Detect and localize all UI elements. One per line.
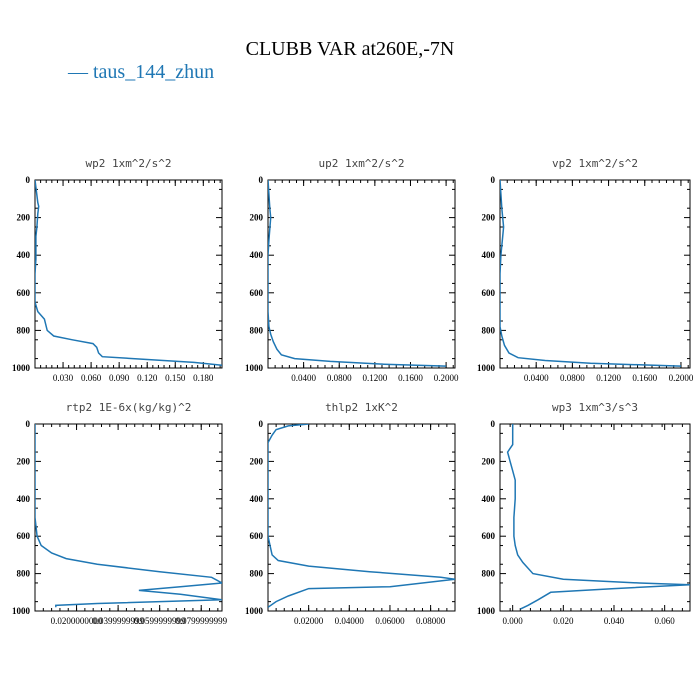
x-tick-label: 0.2000 [434,373,459,383]
x-tick-label: 0.030 [53,373,74,383]
panel-title: thlp2 1xK^2 [325,401,398,414]
y-tick-label: 400 [17,250,31,260]
y-tick-label: 200 [17,213,31,223]
y-tick-label: 800 [250,569,264,579]
y-tick-label: 400 [482,250,496,260]
x-tick-label: 0.1200 [596,373,621,383]
panel-4: rtp2 1E-6x(kg/kg)^2 0 200 400 600 800 1000 0.02… [12,401,228,626]
y-tick-label: 400 [250,250,264,260]
x-tick-label: 0.04000 [335,616,365,626]
y-tick-label: 600 [250,288,264,298]
series-line [500,180,682,367]
y-tick-label: 600 [17,531,31,541]
figure-title: CLUBB VAR at260E,-7N [246,38,455,60]
panel-1: wp2 1xm^2/s^2 0 200 400 600 800 1000 0.030 0.060… [12,157,223,383]
plot-frame [34,179,223,369]
y-tick-label: 1000 [245,363,264,373]
x-tick-label: 0.090 [109,373,130,383]
y-tick-label: 200 [250,456,264,466]
x-tick-label: 0.0400 [291,373,316,383]
x-tick-label: 0.02000 [294,616,324,626]
x-tick-label: 0.060 [81,373,102,383]
panel-3: vp2 1xm^2/s^2 0 200 400 600 800 1000 0.0400 0.08… [477,157,694,383]
series-line [506,424,690,610]
y-tick-label: 400 [482,494,496,504]
x-tick-label: 0.08000 [416,616,446,626]
y-tick-label: 800 [17,325,31,335]
y-tick-label: 800 [17,569,31,579]
y-tick-label: 600 [17,288,31,298]
series-line [268,180,447,367]
panel-6: wp3 1xm^3/s^3 0 200 400 600 800 1000 0.000 0.020… [477,401,691,626]
y-tick-label: 200 [482,456,496,466]
x-tick-label: 0.120 [137,373,158,383]
x-tick-label: 0.1600 [632,373,657,383]
panel-title: rtp2 1E-6x(kg/kg)^2 [66,401,192,414]
x-tick-label: 0.1600 [398,373,423,383]
y-tick-label: 800 [482,569,496,579]
plot-frame [499,423,691,612]
legend-entry-label: — taus_144_zhun [67,61,214,83]
y-tick-label: 600 [482,288,496,298]
panel-title: wp2 1xm^2/s^2 [85,157,171,170]
plot-frame [34,423,223,612]
y-tick-label: 0 [491,419,496,429]
y-tick-label: 0 [491,175,496,185]
legend: — taus_144_zhun [67,61,214,83]
y-tick-label: 1000 [245,606,264,616]
series-line [35,180,222,366]
panels: wp2 1xm^2/s^2 0 200 400 600 800 1000 0.030 0.060… [12,157,694,626]
plot-frame [267,179,456,369]
series-line [35,424,222,608]
y-tick-label: 0 [26,175,31,185]
panel-5: thlp2 1xK^2 0 200 400 600 800 1000 0.02000 0.040… [245,401,456,626]
y-tick-label: 1000 [477,363,496,373]
y-tick-label: 800 [482,325,496,335]
y-tick-label: 200 [250,213,264,223]
x-tick-label: 0.06000 [375,616,405,626]
x-tick-label: 0.0599999999 [134,616,186,626]
y-tick-label: 400 [250,494,264,504]
y-tick-label: 200 [482,213,496,223]
x-tick-label: 0.040 [604,616,625,626]
x-tick-label: 0.0799999999 [175,616,227,626]
y-tick-label: 600 [250,531,264,541]
x-tick-label: 0.0400 [524,373,549,383]
y-tick-label: 1000 [12,606,31,616]
y-tick-label: 0 [259,419,264,429]
panel-title: vp2 1xm^2/s^2 [552,157,638,170]
x-tick-label: 0.1200 [362,373,387,383]
x-tick-label: 0.0200000000 [51,616,103,626]
y-tick-label: 0 [259,175,264,185]
x-tick-label: 0.150 [165,373,186,383]
y-tick-label: 600 [482,531,496,541]
x-tick-label: 0.060 [655,616,676,626]
y-tick-label: 0 [26,419,31,429]
y-tick-label: 1000 [12,363,31,373]
y-tick-label: 800 [250,325,264,335]
x-tick-label: 0.020 [553,616,574,626]
x-tick-label: 0.180 [193,373,214,383]
panel-title: up2 1xm^2/s^2 [318,157,404,170]
panel-title: wp3 1xm^3/s^3 [552,401,638,414]
x-tick-label: 0.0800 [327,373,352,383]
y-tick-label: 1000 [477,606,496,616]
plot-frame [499,179,691,369]
y-tick-label: 200 [17,456,31,466]
y-tick-label: 400 [17,494,31,504]
series-line [268,424,455,608]
x-tick-label: 0.0399999999 [92,616,144,626]
x-tick-label: 0.000 [503,616,524,626]
x-tick-label: 0.0800 [560,373,585,383]
panel-2: up2 1xm^2/s^2 0 200 400 600 800 1000 0.0400 0.08… [245,157,459,383]
x-tick-label: 0.2000 [669,373,694,383]
